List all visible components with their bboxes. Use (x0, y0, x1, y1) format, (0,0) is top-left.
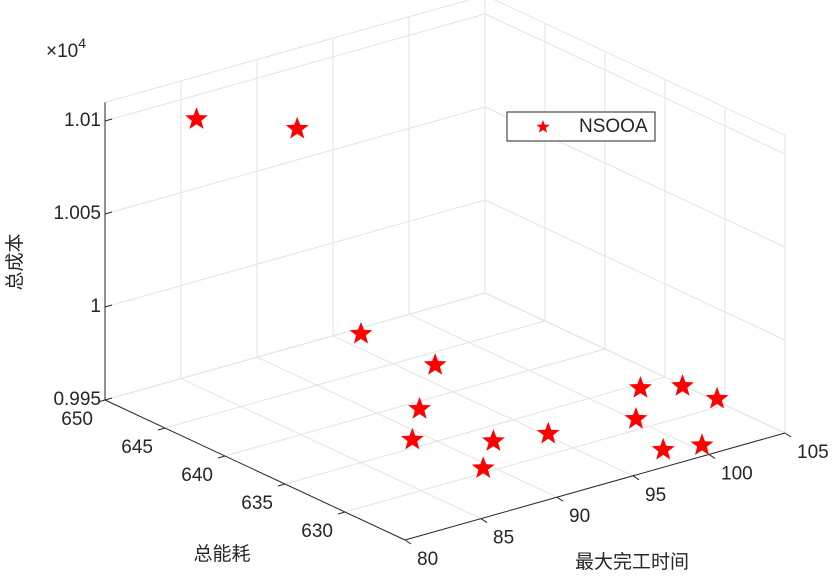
y-tick-label: 645 (121, 437, 153, 458)
x-tick-label: 105 (797, 442, 829, 463)
x-tick-label: 95 (645, 485, 666, 506)
point (185, 107, 208, 129)
z-tick-label: 1.005 (53, 203, 101, 224)
x-tick-label: 80 (417, 549, 438, 570)
point (423, 353, 447, 375)
grid-line (104, 13, 486, 122)
x-tick-label: 90 (569, 506, 590, 527)
grid-line (104, 106, 486, 215)
x-tick-label: 85 (493, 528, 514, 549)
y-tick (97, 399, 106, 403)
point (482, 429, 505, 451)
point (408, 397, 431, 419)
grid-line (408, 313, 710, 455)
grid-line (484, 13, 786, 155)
point (705, 386, 729, 409)
grid-line (180, 378, 482, 520)
z-axis-label: 总成本 (4, 233, 26, 290)
box-edge (104, 0, 471, 103)
y-axis (104, 399, 406, 541)
x-axis (404, 432, 786, 541)
box-edge (493, 0, 786, 136)
grid-line (284, 376, 666, 485)
grid-line (104, 199, 486, 308)
legend-box (506, 111, 656, 142)
legend-label: NSOOA (579, 116, 648, 137)
y-tick-label: 640 (181, 465, 213, 486)
point (690, 433, 714, 455)
grid (104, 0, 786, 541)
grid-line (164, 320, 546, 429)
x-tick (404, 539, 412, 545)
z-tick-label: 0.995 (53, 389, 101, 410)
z-tick (104, 118, 113, 122)
z-multiplier-base: ×10 (46, 41, 78, 62)
y-tick-label: 635 (241, 493, 273, 514)
x-tick (556, 496, 564, 502)
x-tick (480, 518, 488, 524)
grid-line (484, 199, 786, 341)
point (671, 374, 694, 396)
y-tick (157, 427, 166, 431)
grid-line (224, 348, 606, 457)
point (536, 421, 560, 444)
point (629, 376, 652, 398)
grid-line (484, 292, 786, 434)
y-tick (217, 455, 226, 459)
point (471, 456, 495, 478)
point (349, 321, 373, 344)
y-axis-label: 总能耗 (193, 543, 250, 565)
point (651, 437, 675, 460)
y-tick-label: 630 (301, 521, 333, 542)
z-tick-label: 1.01 (64, 110, 101, 131)
point (624, 407, 648, 429)
point (400, 427, 424, 450)
z-tick-label: 1 (90, 296, 101, 317)
x-tick (632, 475, 640, 481)
grid-line (332, 335, 634, 477)
x-tick (784, 432, 792, 438)
point (285, 116, 309, 139)
z-multiplier-power: 4 (78, 35, 86, 51)
y-tick (277, 483, 286, 487)
y-tick (337, 511, 346, 515)
legend-marker (536, 120, 550, 133)
z-tick (104, 304, 113, 308)
z-tick (104, 211, 113, 215)
x-tick (708, 453, 716, 459)
z-multiplier: ×104 (46, 35, 86, 62)
grid-line (104, 292, 486, 401)
y-tick-label: 650 (61, 409, 93, 430)
x-tick-label: 100 (721, 463, 753, 484)
legend: NSOOA (506, 111, 656, 142)
z-tick (104, 397, 113, 401)
grid-line (256, 356, 558, 498)
x-axis-label: 最大完工时间 (575, 551, 689, 573)
grid-line (344, 404, 726, 513)
marks (185, 107, 729, 478)
